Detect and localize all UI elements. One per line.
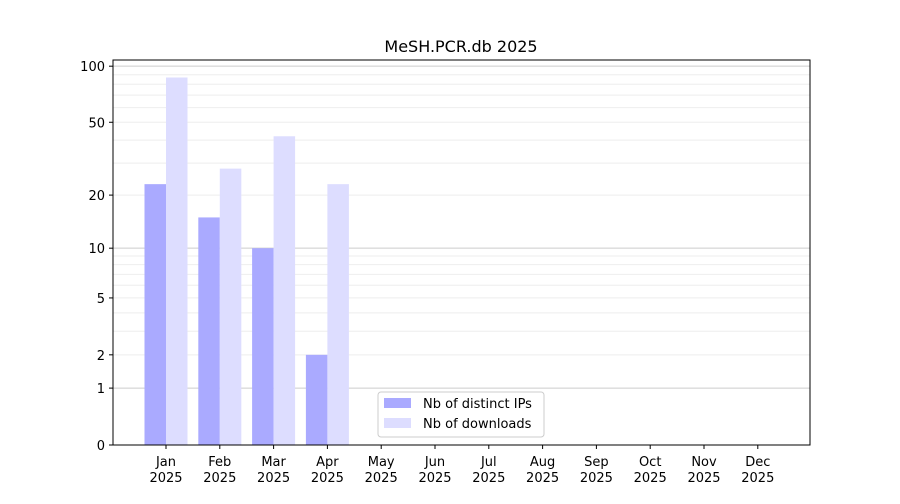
bar-downloads [219,168,242,445]
legend-box [377,391,545,438]
y-tick-label: 1 [97,382,105,397]
bar-distinct-ips [144,184,166,445]
x-tick-label: Aug 2025 [526,455,559,486]
bar-downloads [273,136,296,445]
y-tick-label: 100 [80,60,105,75]
x-tick-label: Apr 2025 [311,455,344,486]
y-tick-label: 0 [97,439,105,454]
legend: Nb of distinct IPs Nb of downloads [377,391,545,438]
x-tick-label: Feb 2025 [203,455,236,486]
x-tick-label: Jun 2025 [418,455,451,486]
x-tick-label: Sep 2025 [580,455,613,486]
x-tick-label: Nov 2025 [687,455,720,486]
x-tick-label: May 2025 [365,455,398,486]
legend-swatch [384,418,411,428]
y-tick-label: 50 [88,116,105,131]
y-tick-label: 5 [97,292,105,307]
chart-title: MeSH.PCR.db 2025 [384,37,537,56]
y-tick-label: 20 [88,189,105,204]
x-tick-label: Dec 2025 [741,455,774,486]
bar-distinct-ips [252,248,274,445]
bar-distinct-ips [305,354,328,445]
bar-downloads [166,77,188,446]
x-tick-label: Mar 2025 [257,455,290,486]
x-tick-label: Oct 2025 [634,455,667,486]
legend-swatch [384,398,411,408]
x-tick-label: Jul 2025 [472,455,505,486]
bar-downloads [327,184,349,445]
legend-label: Nb of distinct IPs [423,397,532,412]
y-tick-label: 2 [97,349,105,364]
plot-frame [112,59,811,446]
bar-distinct-ips [198,217,220,445]
x-tick-label: Jan 2025 [149,455,182,486]
legend-label: Nb of downloads [423,417,532,432]
y-tick-label: 10 [88,242,105,257]
